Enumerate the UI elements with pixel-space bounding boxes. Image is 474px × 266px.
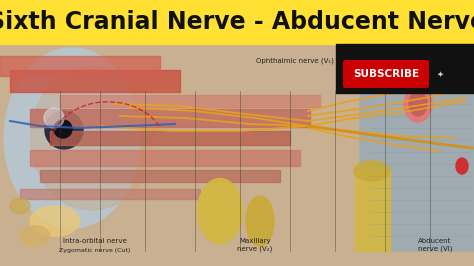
Bar [10, 70, 180, 92]
Ellipse shape [404, 86, 432, 122]
Ellipse shape [4, 48, 140, 228]
Bar [30, 150, 300, 166]
Ellipse shape [246, 196, 274, 246]
Bar [40, 170, 280, 182]
Ellipse shape [456, 158, 468, 174]
Ellipse shape [409, 92, 427, 116]
Ellipse shape [20, 226, 50, 246]
Text: ✦: ✦ [437, 69, 444, 78]
Bar [50, 131, 290, 145]
Ellipse shape [44, 108, 64, 128]
Bar [336, 44, 474, 93]
Ellipse shape [10, 198, 30, 214]
Ellipse shape [354, 161, 390, 181]
Bar [355, 171, 390, 251]
Text: Ophthalmic nerve (V₁): Ophthalmic nerve (V₁) [256, 58, 334, 64]
Text: Intra-orbital nerve: Intra-orbital nerve [63, 238, 127, 244]
Ellipse shape [30, 206, 80, 236]
Text: SUBSCRIBE: SUBSCRIBE [353, 69, 419, 79]
FancyBboxPatch shape [343, 60, 429, 88]
FancyBboxPatch shape [360, 81, 474, 251]
Text: Sixth Cranial Nerve - Abducent Nerve: Sixth Cranial Nerve - Abducent Nerve [0, 10, 474, 34]
Bar [0, 44, 474, 266]
Text: Zygomatic nerve (Cut): Zygomatic nerve (Cut) [59, 248, 131, 253]
Ellipse shape [198, 178, 243, 243]
Bar [0, 56, 160, 76]
Bar [20, 189, 200, 199]
Text: Abducent
nerve (VI): Abducent nerve (VI) [418, 238, 452, 251]
Bar [30, 109, 310, 127]
Bar [60, 95, 320, 107]
Bar [0, 0, 474, 44]
Text: Maxillary
nerve (V₂): Maxillary nerve (V₂) [237, 238, 273, 251]
Ellipse shape [54, 120, 72, 138]
Ellipse shape [45, 111, 83, 149]
Ellipse shape [31, 66, 153, 210]
